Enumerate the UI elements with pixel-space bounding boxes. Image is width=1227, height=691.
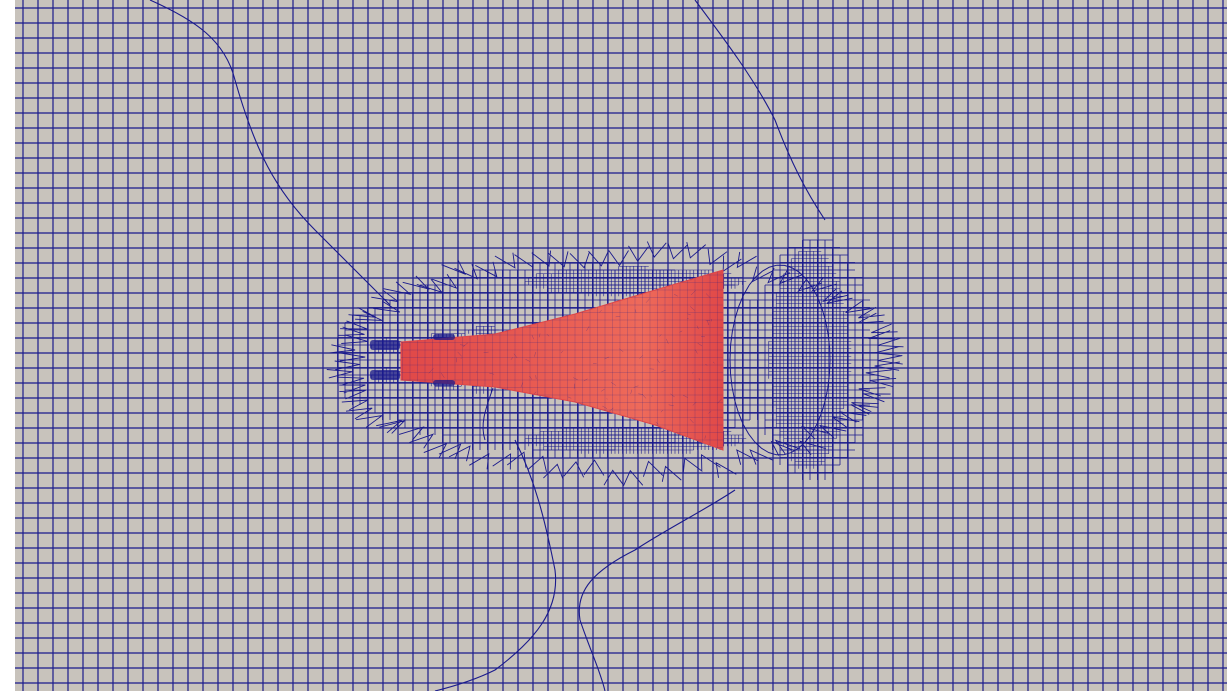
flow-curve-lines [149, 0, 826, 691]
inlet-block-1 [370, 340, 400, 350]
nozzle-body [400, 269, 724, 451]
inlet-blocks [370, 334, 455, 386]
mesh-canvas [15, 0, 1227, 691]
inlet-block-4 [433, 380, 455, 386]
inlet-block-2 [370, 370, 400, 380]
mesh-viewport[interactable] [15, 0, 1227, 691]
inlet-block-3 [433, 334, 455, 340]
mesh-transition-lines [326, 241, 904, 486]
